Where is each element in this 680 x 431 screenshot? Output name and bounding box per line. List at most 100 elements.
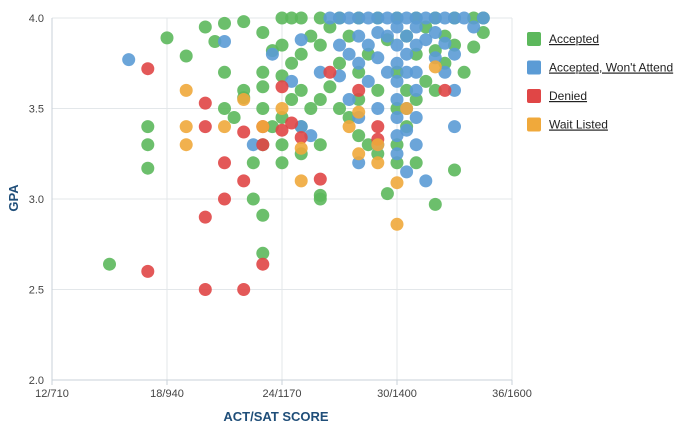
data-point — [141, 62, 155, 76]
data-point — [371, 83, 385, 97]
data-point — [294, 47, 308, 61]
data-point — [313, 65, 327, 79]
data-point — [218, 192, 231, 206]
data-point — [371, 51, 385, 65]
data-point — [467, 11, 481, 25]
legend-label: Accepted — [549, 32, 599, 46]
data-point — [409, 93, 423, 106]
data-point — [400, 65, 414, 79]
data-point — [352, 129, 366, 143]
data-point — [400, 123, 414, 137]
data-point — [371, 147, 385, 161]
x-tick-label: 36/1600 — [492, 388, 532, 400]
y-tick-label: 3.0 — [29, 194, 44, 206]
data-point — [390, 138, 404, 152]
data-point — [313, 188, 327, 202]
series-3 — [179, 60, 442, 231]
chart-axes — [51, 18, 513, 385]
data-point — [390, 38, 404, 52]
legend-label: Accepted, Won't Attend — [549, 61, 673, 75]
data-point — [256, 120, 270, 134]
data-point — [457, 11, 471, 25]
data-point — [265, 47, 279, 61]
legend-item[interactable]: Accepted — [527, 32, 599, 46]
data-point — [256, 80, 270, 94]
data-point — [380, 65, 394, 79]
data-point — [141, 120, 155, 134]
data-point — [448, 47, 461, 61]
data-point — [275, 111, 289, 124]
data-point — [313, 11, 327, 25]
data-point — [179, 49, 193, 63]
data-point — [218, 65, 231, 79]
data-point — [160, 31, 174, 45]
x-tick-label: 18/940 — [150, 388, 184, 400]
x-tick-label: 30/1400 — [377, 388, 417, 400]
data-point — [428, 11, 442, 25]
data-points — [103, 11, 490, 296]
data-point — [371, 156, 385, 170]
data-point — [198, 96, 212, 110]
data-point — [380, 11, 394, 25]
x-tick-label: 12/710 — [35, 388, 69, 400]
data-point — [179, 83, 193, 97]
data-point — [409, 111, 423, 124]
data-point — [323, 80, 337, 94]
data-point — [438, 65, 452, 79]
y-tick-label: 2.0 — [29, 375, 44, 387]
data-point — [218, 35, 231, 48]
legend-swatch — [527, 32, 541, 46]
data-point — [390, 102, 404, 115]
data-point — [342, 47, 356, 61]
data-point — [285, 116, 299, 130]
data-point — [179, 120, 193, 134]
data-point — [285, 74, 299, 88]
data-point — [400, 47, 414, 61]
data-point — [390, 11, 404, 25]
data-point — [323, 65, 337, 79]
y-axis-title: GPA — [6, 184, 21, 212]
data-point — [198, 210, 212, 224]
data-point — [438, 11, 452, 25]
data-point — [428, 26, 442, 39]
data-point — [294, 174, 308, 188]
data-point — [275, 138, 289, 152]
data-point — [313, 172, 327, 186]
data-point — [275, 80, 289, 94]
legend-item[interactable]: Denied — [527, 89, 587, 103]
data-point — [227, 111, 241, 124]
data-point — [294, 141, 308, 155]
data-point — [419, 174, 433, 188]
data-point — [390, 129, 404, 143]
data-point — [342, 11, 356, 25]
data-point — [361, 74, 375, 88]
data-point — [256, 65, 270, 79]
data-point — [313, 38, 327, 52]
data-point — [237, 125, 251, 139]
data-point — [275, 156, 289, 170]
data-point — [218, 120, 231, 134]
data-point — [352, 56, 366, 70]
legend-item[interactable]: Wait Listed — [527, 117, 608, 132]
data-point — [333, 38, 346, 52]
data-point — [275, 123, 289, 137]
data-point — [285, 56, 299, 70]
data-point — [428, 51, 442, 65]
data-point — [409, 65, 423, 79]
data-point — [122, 53, 136, 67]
data-point — [256, 257, 270, 271]
data-point — [294, 11, 308, 25]
data-point — [352, 105, 366, 119]
data-point — [409, 138, 423, 152]
data-point — [198, 120, 212, 134]
data-point — [390, 74, 404, 88]
data-point — [333, 102, 346, 115]
data-point — [390, 56, 404, 70]
legend-label: Wait Listed — [549, 118, 608, 132]
data-point — [361, 11, 375, 25]
x-tick-label: 24/1170 — [263, 388, 302, 400]
data-point — [457, 65, 471, 79]
legend-item[interactable]: Accepted, Won't Attend — [527, 60, 673, 75]
data-point — [448, 120, 461, 134]
data-point — [237, 174, 251, 188]
